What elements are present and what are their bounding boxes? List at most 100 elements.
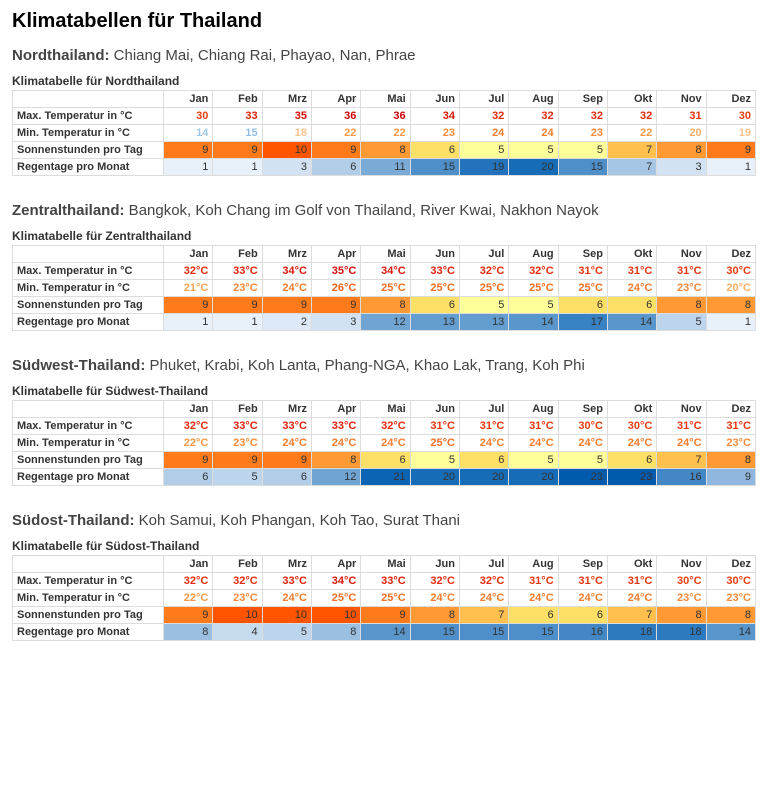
- month-header: Nov: [657, 556, 706, 573]
- data-cell: 32°C: [213, 573, 262, 590]
- data-cell: 17: [558, 314, 607, 331]
- data-cell: 24°C: [558, 590, 607, 607]
- data-cell: 33°C: [213, 263, 262, 280]
- data-cell: 30: [706, 108, 755, 125]
- month-header: Aug: [509, 246, 558, 263]
- data-cell: 10: [262, 607, 311, 624]
- month-header: Sep: [558, 401, 607, 418]
- data-cell: 24°C: [607, 280, 656, 297]
- month-header: Apr: [312, 401, 361, 418]
- data-cell: 1: [706, 159, 755, 176]
- data-cell: 6: [312, 159, 361, 176]
- data-cell: 1: [213, 314, 262, 331]
- data-cell: 8: [657, 142, 706, 159]
- data-cell: 6: [607, 297, 656, 314]
- data-cell: 32: [607, 108, 656, 125]
- data-cell: 31: [657, 108, 706, 125]
- data-cell: 1: [164, 159, 213, 176]
- row-label: Max. Temperatur in °C: [13, 108, 164, 125]
- month-header: Sep: [558, 556, 607, 573]
- data-cell: 33°C: [262, 418, 311, 435]
- data-cell: 35: [262, 108, 311, 125]
- data-cell: 21°C: [164, 280, 213, 297]
- data-cell: 15: [410, 159, 459, 176]
- data-cell: 34: [410, 108, 459, 125]
- data-cell: 5: [509, 452, 558, 469]
- data-cell: 23°C: [657, 590, 706, 607]
- month-header: Feb: [213, 556, 262, 573]
- data-cell: 32°C: [459, 573, 508, 590]
- data-cell: 5: [509, 297, 558, 314]
- data-cell: 16: [558, 624, 607, 641]
- data-cell: 14: [361, 624, 410, 641]
- month-header: Jan: [164, 246, 213, 263]
- table-row: Regentage pro Monat84581415151516181814: [13, 624, 756, 641]
- table-row: Regentage pro Monat11361115192015731: [13, 159, 756, 176]
- month-header: Mrz: [262, 401, 311, 418]
- data-cell: 32: [459, 108, 508, 125]
- month-header: Sep: [558, 246, 607, 263]
- header-blank: [13, 246, 164, 263]
- data-cell: 24°C: [657, 435, 706, 452]
- data-cell: 22: [607, 125, 656, 142]
- month-header: Nov: [657, 91, 706, 108]
- table-row: Regentage pro Monat65612212020202323169: [13, 469, 756, 486]
- data-cell: 14: [509, 314, 558, 331]
- data-cell: 8: [657, 607, 706, 624]
- data-cell: 24°C: [509, 590, 558, 607]
- data-cell: 7: [607, 607, 656, 624]
- row-label: Max. Temperatur in °C: [13, 263, 164, 280]
- data-cell: 24°C: [558, 435, 607, 452]
- data-cell: 9: [262, 452, 311, 469]
- data-cell: 33°C: [361, 573, 410, 590]
- table-row: Min. Temperatur in °C21°C23°C24°C26°C25°…: [13, 280, 756, 297]
- data-cell: 1: [706, 314, 755, 331]
- data-cell: 22°C: [164, 435, 213, 452]
- data-cell: 8: [164, 624, 213, 641]
- table-caption: Klimatabelle für Nordthailand: [12, 74, 756, 88]
- data-cell: 23°C: [657, 280, 706, 297]
- data-cell: 9: [213, 297, 262, 314]
- region-header: Zentralthailand: Bangkok, Koh Chang im G…: [12, 202, 756, 219]
- data-cell: 31°C: [558, 573, 607, 590]
- data-cell: 20: [459, 469, 508, 486]
- data-cell: 5: [459, 297, 508, 314]
- month-header: Nov: [657, 401, 706, 418]
- data-cell: 20: [657, 125, 706, 142]
- row-label: Min. Temperatur in °C: [13, 435, 164, 452]
- data-cell: 7: [607, 142, 656, 159]
- month-header: Feb: [213, 401, 262, 418]
- data-cell: 20°C: [706, 280, 755, 297]
- data-cell: 33: [213, 108, 262, 125]
- data-cell: 24°C: [459, 590, 508, 607]
- data-cell: 30°C: [706, 573, 755, 590]
- month-header: Nov: [657, 246, 706, 263]
- data-cell: 32: [509, 108, 558, 125]
- data-cell: 33°C: [262, 573, 311, 590]
- table-row: Regentage pro Monat112312131314171451: [13, 314, 756, 331]
- data-cell: 19: [459, 159, 508, 176]
- data-cell: 8: [706, 607, 755, 624]
- table-row: Sonnenstunden pro Tag910101098766788: [13, 607, 756, 624]
- month-header: Okt: [607, 401, 656, 418]
- data-cell: 22: [312, 125, 361, 142]
- data-cell: 16: [657, 469, 706, 486]
- data-cell: 8: [312, 624, 361, 641]
- data-cell: 23°C: [706, 435, 755, 452]
- data-cell: 34°C: [262, 263, 311, 280]
- data-cell: 8: [361, 297, 410, 314]
- data-cell: 32°C: [459, 263, 508, 280]
- climate-table: JanFebMrzAprMaiJunJulAugSepOktNovDezMax.…: [12, 245, 756, 331]
- data-cell: 25°C: [509, 280, 558, 297]
- page-title: Klimatabellen für Thailand: [12, 10, 756, 33]
- data-cell: 30: [164, 108, 213, 125]
- data-cell: 32°C: [509, 263, 558, 280]
- data-cell: 25°C: [410, 280, 459, 297]
- data-cell: 24°C: [607, 435, 656, 452]
- data-cell: 25°C: [410, 435, 459, 452]
- table-row: Min. Temperatur in °C1415182222232424232…: [13, 125, 756, 142]
- data-cell: 32°C: [164, 418, 213, 435]
- month-header: Sep: [558, 91, 607, 108]
- data-cell: 34°C: [361, 263, 410, 280]
- month-header: Mai: [361, 246, 410, 263]
